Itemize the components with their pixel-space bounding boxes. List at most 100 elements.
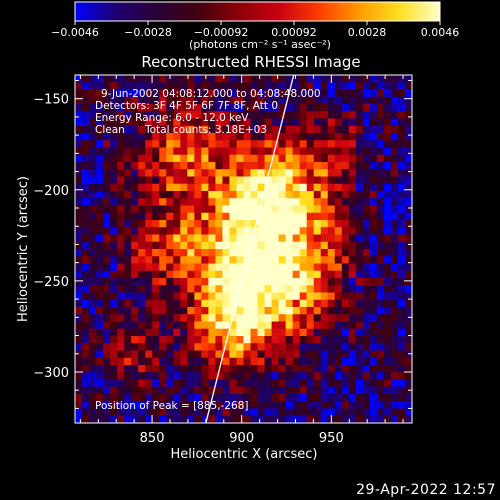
heatmap-cell <box>362 183 371 192</box>
heatmap-cell <box>320 183 329 192</box>
heatmap-cell <box>264 198 273 207</box>
heatmap-cell <box>306 408 315 417</box>
heatmap-cell <box>82 205 90 214</box>
heatmap-cell <box>236 169 245 178</box>
heatmap-cell <box>376 415 385 423</box>
heatmap-cell <box>341 198 350 207</box>
heatmap-cell <box>383 220 392 228</box>
heatmap-cell <box>145 336 153 344</box>
heatmap-cell <box>229 336 238 344</box>
heatmap-cell <box>138 343 146 352</box>
heatmap-cell <box>299 278 308 286</box>
heatmap-cell <box>250 82 259 91</box>
heatmap-cell <box>292 198 301 207</box>
heatmap-cell <box>229 321 238 330</box>
heatmap-cell <box>376 162 385 170</box>
heatmap-cell <box>334 307 343 315</box>
heatmap-cell <box>271 212 280 221</box>
heatmap-cell <box>348 147 357 156</box>
heatmap-cell <box>222 162 231 170</box>
heatmap-cell <box>222 292 231 301</box>
heatmap-cell <box>369 249 378 257</box>
heatmap-cell <box>397 75 406 83</box>
heatmap-cell <box>145 379 153 388</box>
heatmap-cell <box>208 205 217 214</box>
heatmap-cell <box>159 314 167 323</box>
heatmap-cell <box>138 96 146 105</box>
heatmap-cell <box>355 227 364 236</box>
heatmap-cell <box>194 249 202 257</box>
heatmap-cell <box>222 343 231 352</box>
heatmap-cell <box>397 256 406 265</box>
heatmap-cell <box>173 234 181 243</box>
heatmap-cell <box>348 299 357 308</box>
heatmap-cell <box>355 89 364 98</box>
heatmap-cell <box>320 82 329 91</box>
heatmap-cell <box>257 169 266 178</box>
heatmap-cell <box>341 307 350 315</box>
heatmap-cell <box>145 307 153 315</box>
heatmap-cell <box>117 104 125 112</box>
heatmap-cell <box>341 125 350 134</box>
heatmap-cell <box>208 241 217 250</box>
heatmap-cell <box>173 394 181 402</box>
heatmap-cell <box>208 336 217 344</box>
heatmap-cell <box>117 365 125 373</box>
heatmap-cell <box>355 328 364 337</box>
heatmap-cell <box>236 292 245 301</box>
heatmap-cell <box>173 111 181 120</box>
heatmap-cell <box>236 176 245 185</box>
heatmap-cell <box>215 372 224 381</box>
heatmap-cell <box>376 227 385 236</box>
heatmap-cell <box>131 96 139 105</box>
heatmap-cell <box>173 169 181 178</box>
heatmap-cell <box>222 133 231 141</box>
heatmap-cell <box>152 176 160 185</box>
heatmap-cell <box>306 415 315 423</box>
heatmap-cell <box>180 350 188 359</box>
heatmap-cell <box>327 198 336 207</box>
heatmap-cell <box>229 328 238 337</box>
heatmap-cell <box>208 321 217 330</box>
heatmap-cell <box>215 176 224 185</box>
heatmap-cell <box>145 408 153 417</box>
heatmap-cell <box>222 379 231 388</box>
heatmap-cell <box>222 234 231 243</box>
heatmap-cell <box>145 278 153 286</box>
heatmap-cell <box>152 241 160 250</box>
y-tick-label: −300 <box>33 366 69 381</box>
heatmap-cell <box>215 256 224 265</box>
heatmap-cell <box>152 365 160 373</box>
heatmap-cell <box>306 111 315 120</box>
heatmap-cell <box>390 336 399 344</box>
heatmap-cell <box>257 379 266 388</box>
heatmap-cell <box>313 379 322 388</box>
heatmap-cell <box>215 321 224 330</box>
heatmap-cell <box>110 198 118 207</box>
heatmap-cell <box>159 379 167 388</box>
heatmap-cell <box>96 365 104 373</box>
heatmap-cell <box>313 263 322 272</box>
heatmap-cell <box>166 285 174 294</box>
heatmap-cell <box>145 162 153 170</box>
heatmap-cell <box>117 118 125 127</box>
heatmap-cell <box>173 191 181 199</box>
heatmap-cell <box>397 401 406 410</box>
heatmap-cell <box>250 401 259 410</box>
heatmap-cell <box>110 125 118 134</box>
heatmap-cell <box>383 183 392 192</box>
heatmap-cell <box>285 401 294 410</box>
heatmap-cell <box>264 372 273 381</box>
heatmap-cell <box>299 394 308 402</box>
heatmap-cell <box>201 111 209 120</box>
heatmap-cell <box>306 212 315 221</box>
heatmap-cell <box>243 292 252 301</box>
heatmap-cell <box>257 82 266 91</box>
heatmap-cell <box>103 372 111 381</box>
heatmap-cell <box>110 307 118 315</box>
heatmap-cell <box>173 125 181 134</box>
heatmap-cell <box>313 336 322 344</box>
heatmap-cell <box>229 104 238 112</box>
heatmap-cell <box>208 96 217 105</box>
heatmap-cell <box>89 191 97 199</box>
